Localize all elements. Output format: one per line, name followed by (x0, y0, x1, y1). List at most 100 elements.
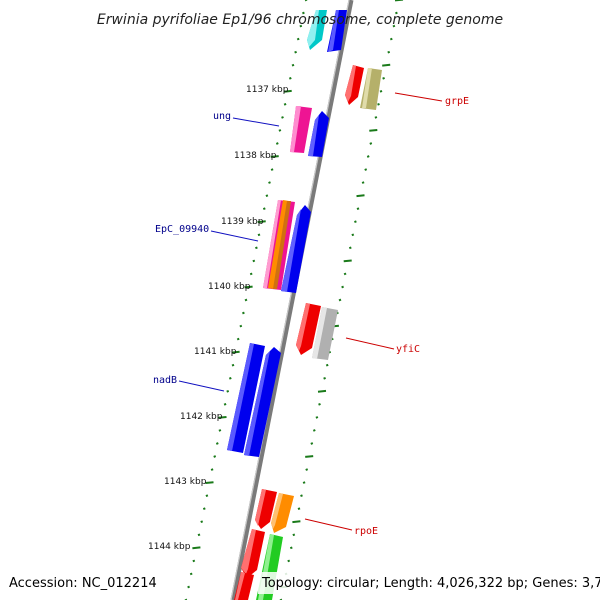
gene-feature-rpoe-orange[interactable] (271, 493, 294, 533)
gene-feature-grpe-olive[interactable] (360, 68, 382, 110)
minor-tick (215, 442, 219, 445)
scale-label-1141: 1141 kbp (194, 347, 237, 357)
gene-feature-epc09940-multi[interactable] (263, 200, 295, 290)
scale-label-1139: 1139 kbp (221, 217, 264, 227)
minor-tick (236, 337, 240, 341)
major-tick (218, 416, 227, 419)
minor-tick (369, 142, 373, 145)
gene-label-ung[interactable]: ung (213, 111, 231, 122)
minor-tick (379, 89, 383, 93)
minor-tick (202, 507, 206, 511)
gene-feature-yfic-red[interactable] (296, 303, 321, 355)
major-tick (205, 481, 214, 484)
minor-tick (297, 507, 301, 511)
minor-tick (262, 207, 266, 211)
major-tick (343, 259, 352, 263)
scale-label-1138: 1138 kbp (234, 151, 277, 161)
major-tick (382, 63, 391, 67)
gene-feature-grpe-red[interactable] (345, 65, 364, 105)
minor-tick (275, 142, 279, 145)
minor-tick (366, 155, 370, 158)
gene-feature-yfic-gray[interactable] (312, 307, 338, 360)
footer-left-bg (0, 572, 150, 594)
gene-feature-ung-magenta[interactable] (290, 106, 312, 153)
gene-label-rpoe[interactable]: rpoE (354, 526, 378, 537)
major-tick (283, 89, 292, 93)
minor-tick (205, 494, 209, 498)
minor-tick (374, 116, 378, 119)
leader-line-grpe (394, 92, 443, 102)
leader-line-nadb (178, 380, 225, 392)
minor-tick (315, 416, 319, 419)
minor-tick (281, 116, 284, 119)
minor-tick (249, 272, 253, 276)
minor-tick (287, 559, 291, 563)
minor-tick (289, 546, 293, 550)
backbone-highlight (230, 0, 350, 600)
major-tick (292, 520, 301, 524)
scale-label-1143: 1143 kbp (164, 477, 207, 487)
gene-feature-top-cyan[interactable] (307, 10, 327, 50)
leader-line-yfic (345, 337, 395, 350)
minor-tick (228, 376, 232, 380)
minor-tick (200, 520, 204, 524)
topology-text: Topology: circular; Length: 4,026,322 bp… (261, 576, 600, 591)
scale-label-1137: 1137 kbp (246, 85, 289, 95)
minor-tick (361, 181, 365, 184)
leader-line-ung (232, 117, 280, 127)
minor-tick (283, 102, 287, 106)
minor-tick (310, 442, 314, 445)
major-tick (231, 350, 240, 354)
minor-tick (296, 37, 300, 41)
minor-tick (354, 220, 357, 224)
minor-tick (364, 168, 368, 171)
minor-tick (318, 402, 321, 406)
minor-tick (210, 468, 214, 471)
minor-tick (213, 455, 217, 458)
major-tick (369, 129, 378, 132)
gene-feature-nadb-blue-1[interactable] (227, 343, 265, 453)
gene-label-yfic[interactable]: yfiC (396, 344, 420, 355)
major-tick (270, 155, 279, 158)
minor-tick (300, 494, 303, 498)
map-title: Erwinia pyrifoliae Ep1/96 chromosome, co… (97, 12, 503, 28)
leader-line-rpoe (304, 518, 353, 531)
minor-tick (288, 76, 292, 80)
minor-tick (244, 298, 248, 302)
gene-feature-rpoe-red[interactable] (255, 489, 277, 529)
minor-tick (242, 311, 245, 315)
minor-tick (351, 233, 355, 237)
gene-feature-bottom-red-1[interactable] (241, 529, 265, 578)
gene-feature-epc09940-blue[interactable] (281, 205, 311, 293)
minor-tick (382, 76, 385, 80)
minor-tick (255, 246, 258, 250)
major-tick (257, 220, 266, 224)
major-tick (317, 389, 327, 393)
minor-tick (312, 429, 316, 432)
left-tick-track (184, 0, 308, 600)
major-tick (192, 546, 201, 550)
gene-label-grpe[interactable]: grpE (445, 96, 469, 107)
gene-label-nadb[interactable]: nadB (153, 375, 177, 386)
gene-feature-nadb-blue-2[interactable] (244, 347, 281, 457)
minor-tick (218, 429, 222, 432)
gene-feature-ung-blue[interactable] (308, 111, 329, 157)
leader-line-epc09940 (210, 230, 259, 242)
accession-text: Accession: NC_012214 (9, 576, 157, 591)
minor-tick (223, 402, 227, 406)
major-tick (356, 194, 365, 198)
minor-tick (292, 533, 296, 537)
minor-tick (252, 259, 256, 263)
minor-tick (189, 572, 193, 576)
minor-tick (341, 285, 344, 289)
gene-label-epc09940[interactable]: EpC_09940 (155, 224, 209, 235)
right-tick-track (279, 0, 404, 600)
major-tick (305, 455, 314, 458)
minor-tick (343, 272, 347, 276)
gene-feature-top-blue[interactable] (327, 10, 347, 52)
minor-tick (197, 533, 201, 537)
minor-tick (291, 63, 295, 67)
minor-tick (257, 233, 261, 237)
gene-feature-bottom-red-2[interactable] (234, 572, 254, 600)
